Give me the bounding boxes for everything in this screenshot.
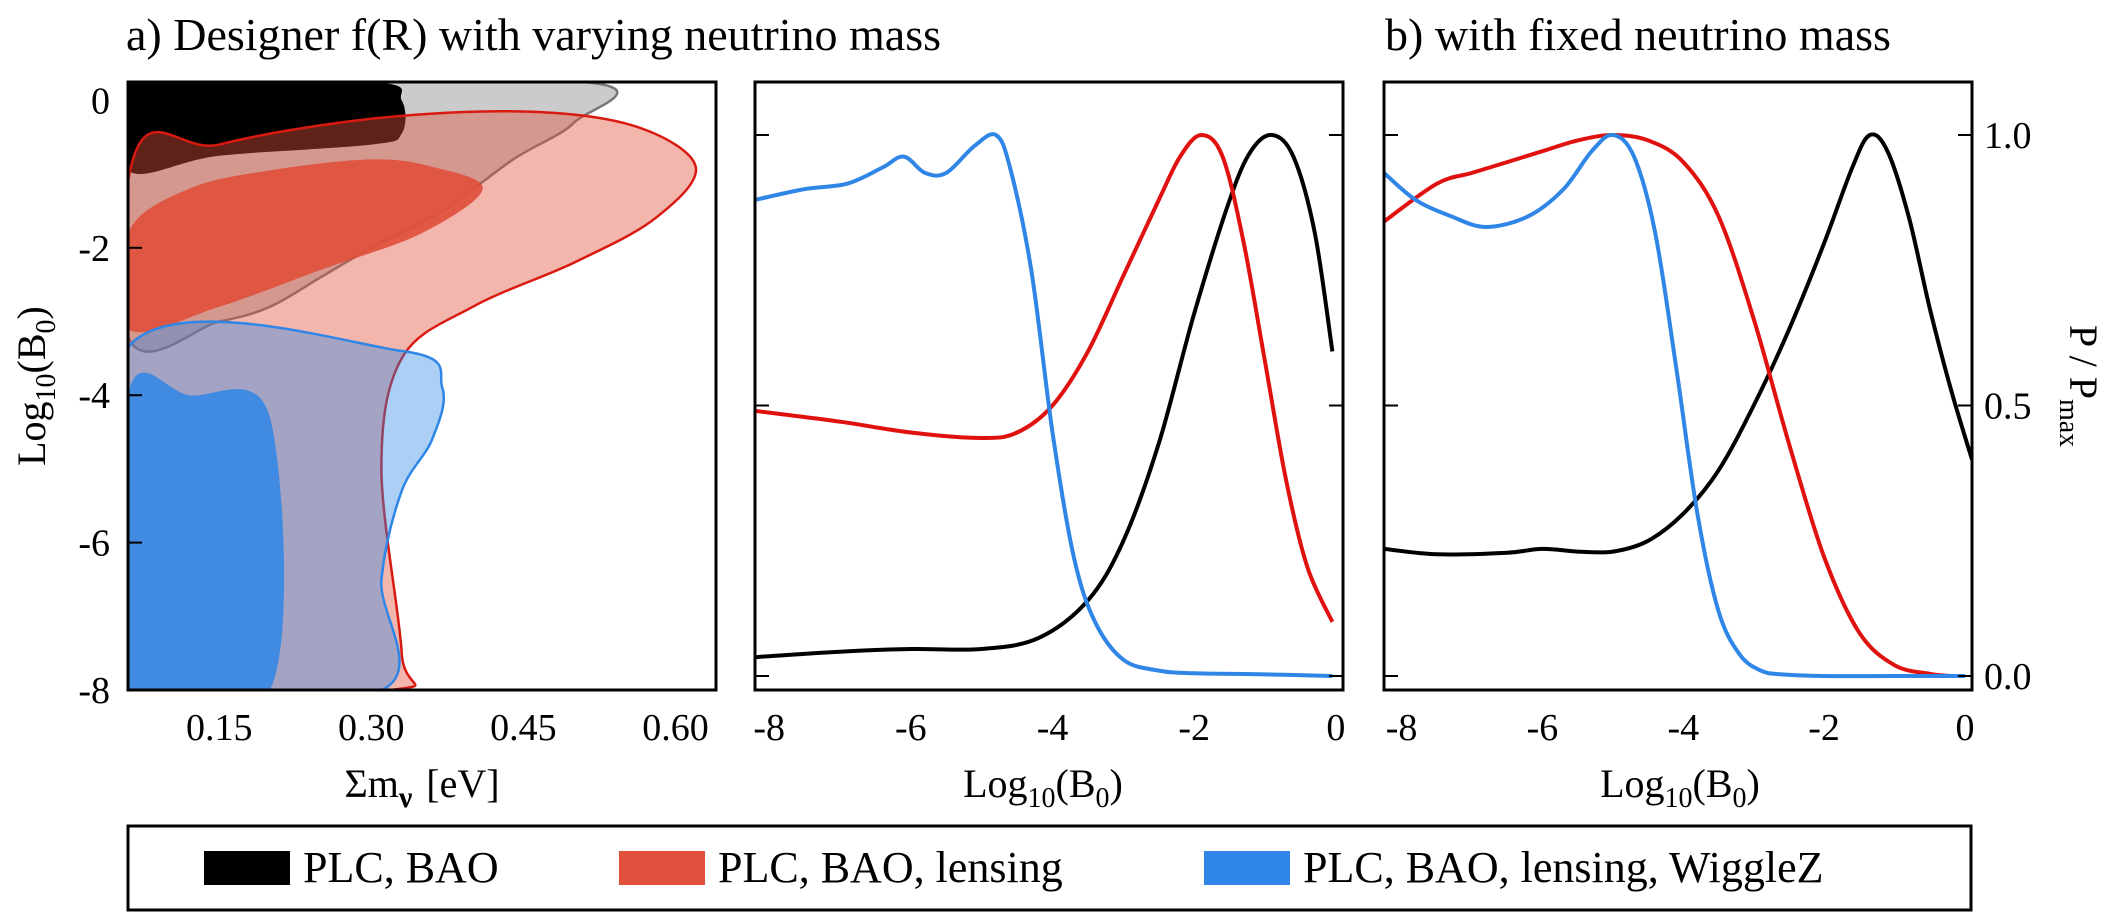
panel-a: 0.15 0.30 0.45 0.60 0 -2 -4 -6 -8 Log10(B0) Σmν[… [9,80,718,814]
contour-68-series-0 [128,82,406,174]
line-series-0 [1384,132,1972,557]
contour-68-series-1 [128,159,483,333]
contour-layer [128,82,698,690]
panel-b-left: -8 -6 -4 -2 0 Log10(B0) [753,80,1345,814]
line-series-2 [1384,132,1965,679]
xtick-label: 0 [1326,707,1345,749]
panel-b-right: -8 -6 -4 -2 0 1.0 0.5 0.0 Log10(B0) P / Pmax [1382,80,2106,814]
panel-b-left-frame [753,80,1345,692]
xtick-label: -4 [1667,707,1699,749]
panel-a-ytick-label: -8 [78,670,110,712]
contour-68-series-2 [128,372,285,690]
panel-b-left-lines [755,132,1335,678]
panel-b-right-frame [1382,80,1974,692]
panel-a-xtick-label: 0.30 [338,707,405,749]
right-ylabel: P / Pmax [2053,325,2106,447]
panel-b-title: b) with fixed neutrino mass [1385,9,1891,60]
panel-b-right-xlabel: Log10(B0) [1600,761,1760,814]
panel-a-ytick-label: -4 [78,375,110,417]
panel-a-xtick-label: 0.45 [490,707,557,749]
legend-frame [126,824,1973,912]
xtick-label: -2 [1178,707,1210,749]
xtick-label: -8 [1386,707,1418,749]
legend-swatch-black [204,851,290,885]
panel-a-xlabel: Σmν [eV] [344,761,499,814]
xtick-label: -6 [895,707,927,749]
legend: PLC, BAO PLC, BAO, lensing PLC, BAO, len… [126,824,1973,912]
panel-a-ytick-label: -6 [78,523,110,565]
panel-b-right-lines [1384,132,1972,679]
xtick-label: -4 [1037,707,1069,749]
panel-a-xtick-label: 0.60 [642,707,709,749]
legend-label-wigglez: PLC, BAO, lensing, WiggleZ [1303,843,1824,892]
legend-label-lensing: PLC, BAO, lensing [718,843,1063,892]
legend-swatch-red [619,851,705,885]
panel-a-xtick-label: 0.15 [186,707,253,749]
legend-label-plc-bao: PLC, BAO [303,843,499,892]
right-ytick-label: 0.0 [1984,656,2032,698]
panel-b-left-ticks: -8 -6 -4 -2 0 [753,134,1345,749]
right-ytick-label: 1.0 [1984,115,2032,157]
panel-a-ylabel: Log10(B0) [9,306,62,466]
legend-swatch-blue [1204,851,1290,885]
right-ytick-label: 0.5 [1984,386,2032,428]
panel-a-title: a) Designer f(R) with varying neutrino m… [126,9,941,60]
xtick-label: -8 [753,707,785,749]
line-series-1 [755,132,1335,623]
panel-a-ticks: 0.15 0.30 0.45 0.60 0 -2 -4 -6 -8 [78,80,708,749]
panel-b-left-xlabel: Log10(B0) [963,761,1123,814]
panel-a-ytick-label: 0 [91,80,110,122]
xtick-label: 0 [1955,707,1974,749]
xtick-label: -6 [1527,707,1559,749]
line-series-2 [755,132,1333,678]
xtick-label: -2 [1808,707,1840,749]
panel-a-ytick-label: -2 [78,228,110,270]
panel-b-right-ticks: -8 -6 -4 -2 0 1.0 0.5 0.0 [1384,115,2032,749]
panel-a-frame [126,80,718,692]
line-series-0 [755,132,1335,660]
line-series-1 [1384,132,1952,678]
